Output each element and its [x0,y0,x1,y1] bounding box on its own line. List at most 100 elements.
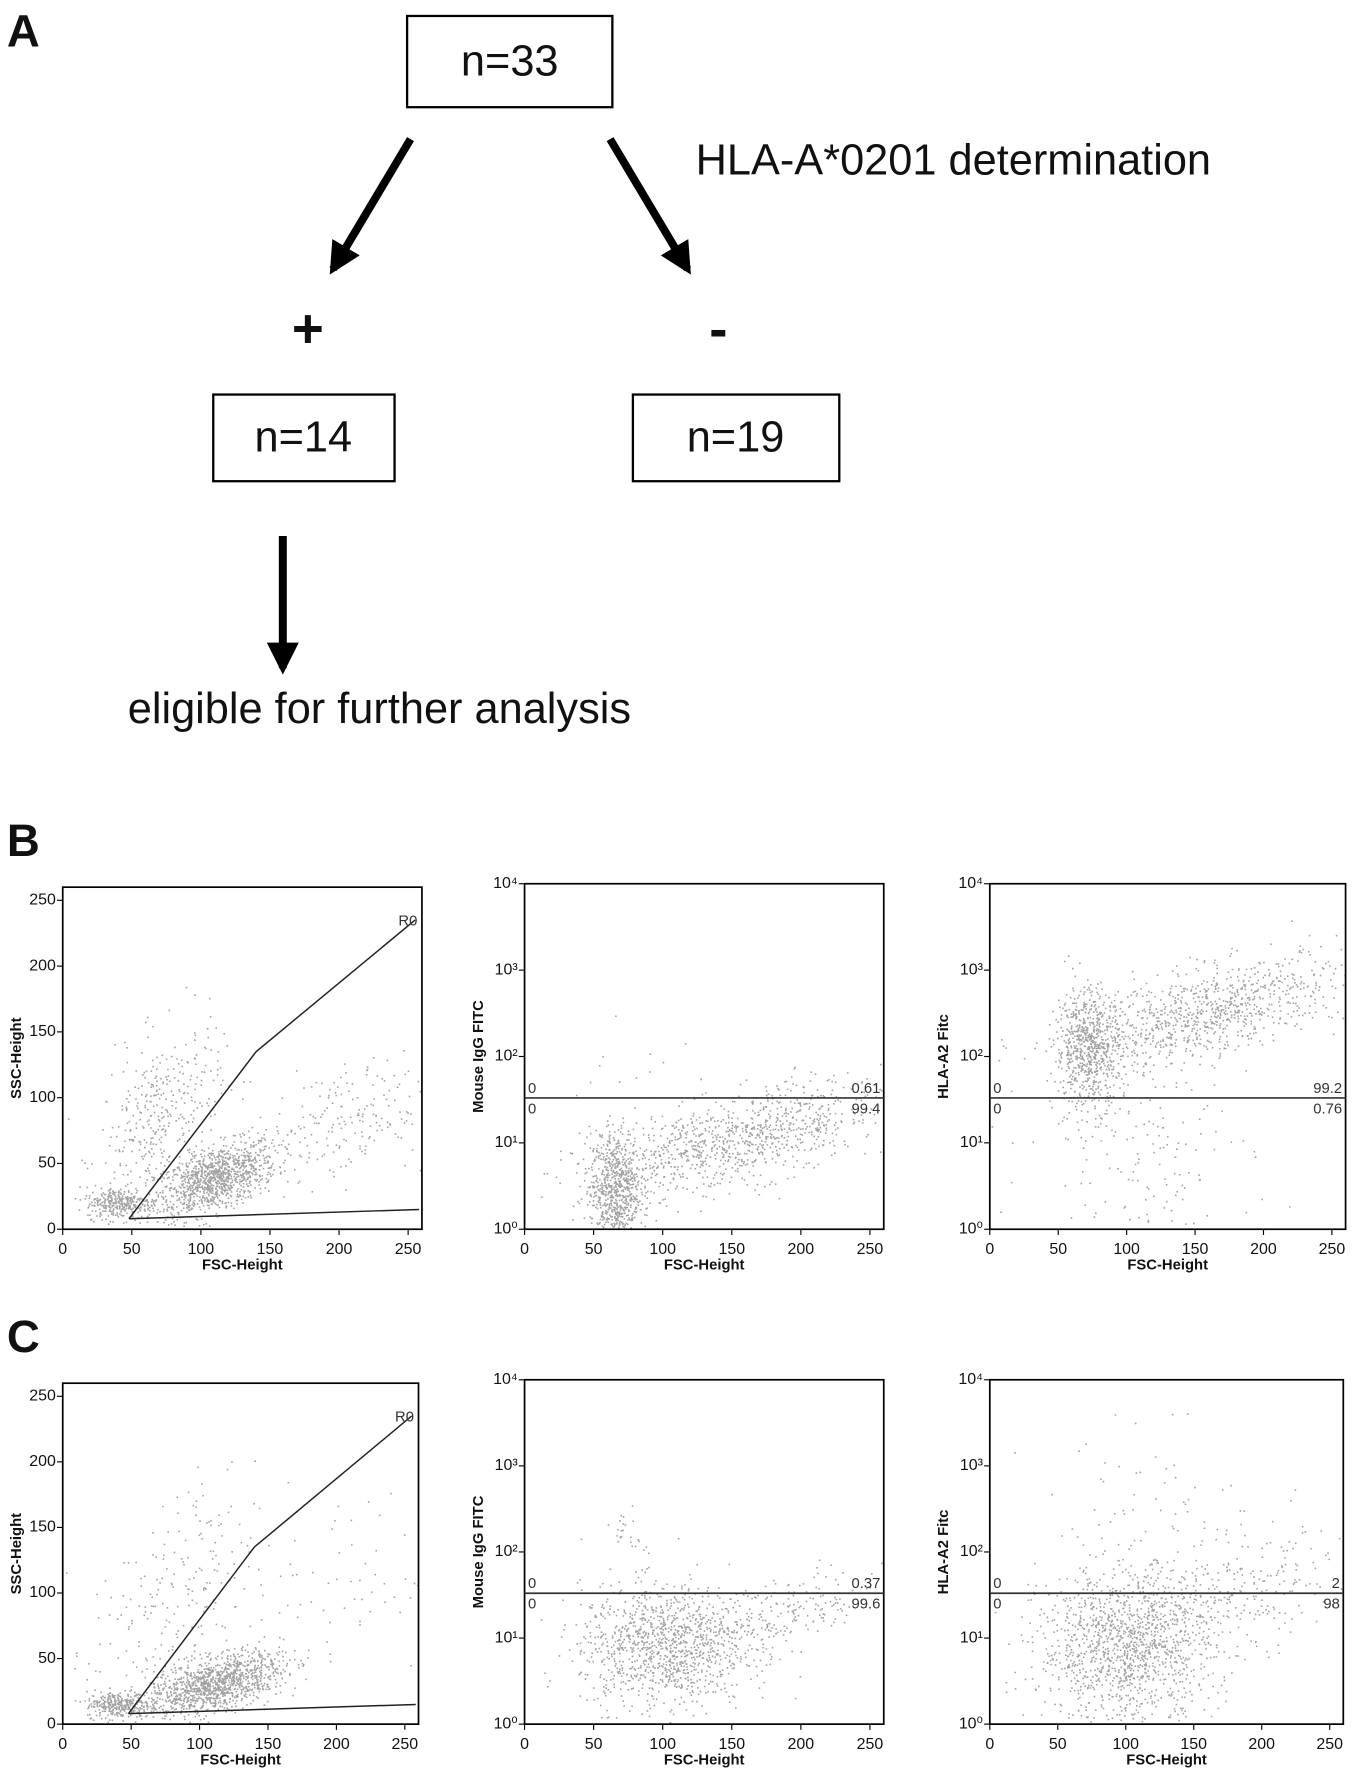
x-axis-label: FSC-Height [200,1753,281,1769]
y-tick-label: 50 [38,1155,56,1172]
plot-frame [988,882,1347,1231]
quadrant-value: 0.37 [851,1576,880,1592]
quadrant-value: 98 [1323,1597,1339,1613]
x-tick-label: 200 [323,1736,350,1753]
annotation: HLA-A*0201 determination [696,137,1211,185]
plot-frame [988,1378,1345,1725]
y-tick-label: 10¹ [960,1134,983,1151]
y-tick-label: 0 [47,1220,56,1237]
events [994,1413,1344,1723]
x-tick-label: 50 [1049,1736,1067,1753]
panel-label: C [7,1311,40,1362]
x-axis-label: FSC-Height [664,1258,745,1274]
y-tick-label: 10³ [495,961,518,978]
x-tick-label: 150 [718,1241,745,1258]
y-tick-label: 10⁴ [958,875,983,892]
y-tick-label: 10³ [495,1457,518,1474]
y-axis-label: Mouse IgG FITC [471,1000,487,1113]
y-tick-label: 10¹ [960,1629,983,1646]
x-tick-label: 0 [985,1241,994,1258]
x-tick-label: 0 [520,1241,529,1258]
x-tick-label: 200 [1248,1736,1275,1753]
quadrant-value: 0 [993,1597,1001,1613]
x-tick-label: 50 [123,1241,141,1258]
y-axis-label: HLA-A2 Fitc [936,1510,952,1595]
events [540,1015,883,1229]
y-tick-label: 50 [38,1650,56,1667]
x-tick-label: 0 [58,1736,67,1753]
y-tick-label: 10⁰ [494,1220,518,1237]
y-tick-label: 10² [495,1543,519,1560]
box [405,14,614,109]
plot: 0 50 100 150 200 250 0 50 100 150 200 250 FSC-Height… [9,1382,420,1769]
arrow [606,137,692,275]
x-tick-label: 250 [392,1736,419,1753]
y-tick-label: 100 [29,1089,56,1106]
y-tick-label: 10⁴ [493,875,518,892]
x-tick-label: 100 [649,1736,676,1753]
y-tick-label: 10² [960,1048,984,1065]
panel-label: A [7,5,40,56]
box-text: n=14 [255,414,353,462]
y-tick-label: 10⁴ [958,1371,983,1388]
gate [128,1703,416,1715]
x-axis-label: FSC-Height [1126,1753,1207,1769]
gate-label: R0 [398,913,417,929]
plot: 0 50 100 150 200 250 0 50 100 150 200 250 FSC-Height… [9,886,423,1274]
events [991,920,1346,1225]
y-tick-label: 10³ [960,1457,983,1474]
quadrant-value: 0 [528,1576,536,1592]
gate-label: R0 [395,1409,414,1425]
events [540,1505,883,1724]
y-tick-label: 100 [29,1584,56,1601]
y-tick-label: 150 [29,1023,56,1040]
quadrant-value: 99.4 [851,1101,880,1117]
y-tick-label: 0 [47,1715,56,1732]
x-tick-label: 0 [58,1241,67,1258]
quadrant-value: 0 [528,1081,536,1097]
plot-frame [61,1382,420,1725]
box-text: n=33 [461,37,559,85]
y-tick-label: 10² [960,1543,984,1560]
events [67,986,422,1227]
x-axis-label: FSC-Height [1127,1258,1208,1274]
x-tick-label: 250 [857,1241,884,1258]
x-tick-label: 250 [1316,1736,1343,1753]
x-tick-label: 50 [122,1736,140,1753]
x-tick-label: 100 [649,1241,676,1258]
arrow [329,137,414,275]
x-axis-label: FSC-Height [202,1258,283,1274]
x-tick-label: 250 [857,1736,884,1753]
gate [129,1208,420,1220]
quadrant-value: 99.2 [1313,1081,1342,1097]
x-tick-label: 200 [788,1736,815,1753]
quadrant-value: 0 [993,1101,1001,1117]
outcome: eligible for further analysis [128,685,631,733]
x-axis-label: FSC-Height [664,1753,745,1769]
y-tick-label: 10³ [960,961,983,978]
x-tick-label: 100 [186,1736,213,1753]
y-tick-label: 10⁴ [493,1371,518,1388]
box-text: n=19 [687,414,785,462]
x-tick-label: 150 [1180,1736,1207,1753]
y-axis-label: HLA-A2 Fitc [936,1014,952,1099]
y-tick-label: 10¹ [495,1134,518,1151]
x-tick-label: 100 [1112,1736,1139,1753]
sign: - [709,297,727,359]
y-tick-label: 10⁰ [494,1715,518,1732]
x-tick-label: 150 [257,1241,284,1258]
x-tick-label: 50 [585,1241,603,1258]
panel-label: B [7,815,40,866]
box [631,393,841,483]
x-tick-label: 150 [718,1736,745,1753]
plot-frame [61,886,423,1231]
events [66,1460,419,1724]
box [212,393,396,483]
quadrant-value: 0 [993,1576,1001,1592]
quadrant-value: 0.76 [1313,1101,1342,1117]
x-tick-label: 50 [1049,1241,1067,1258]
quadrant-value: 0 [528,1597,536,1613]
plot-frame [523,1378,885,1725]
